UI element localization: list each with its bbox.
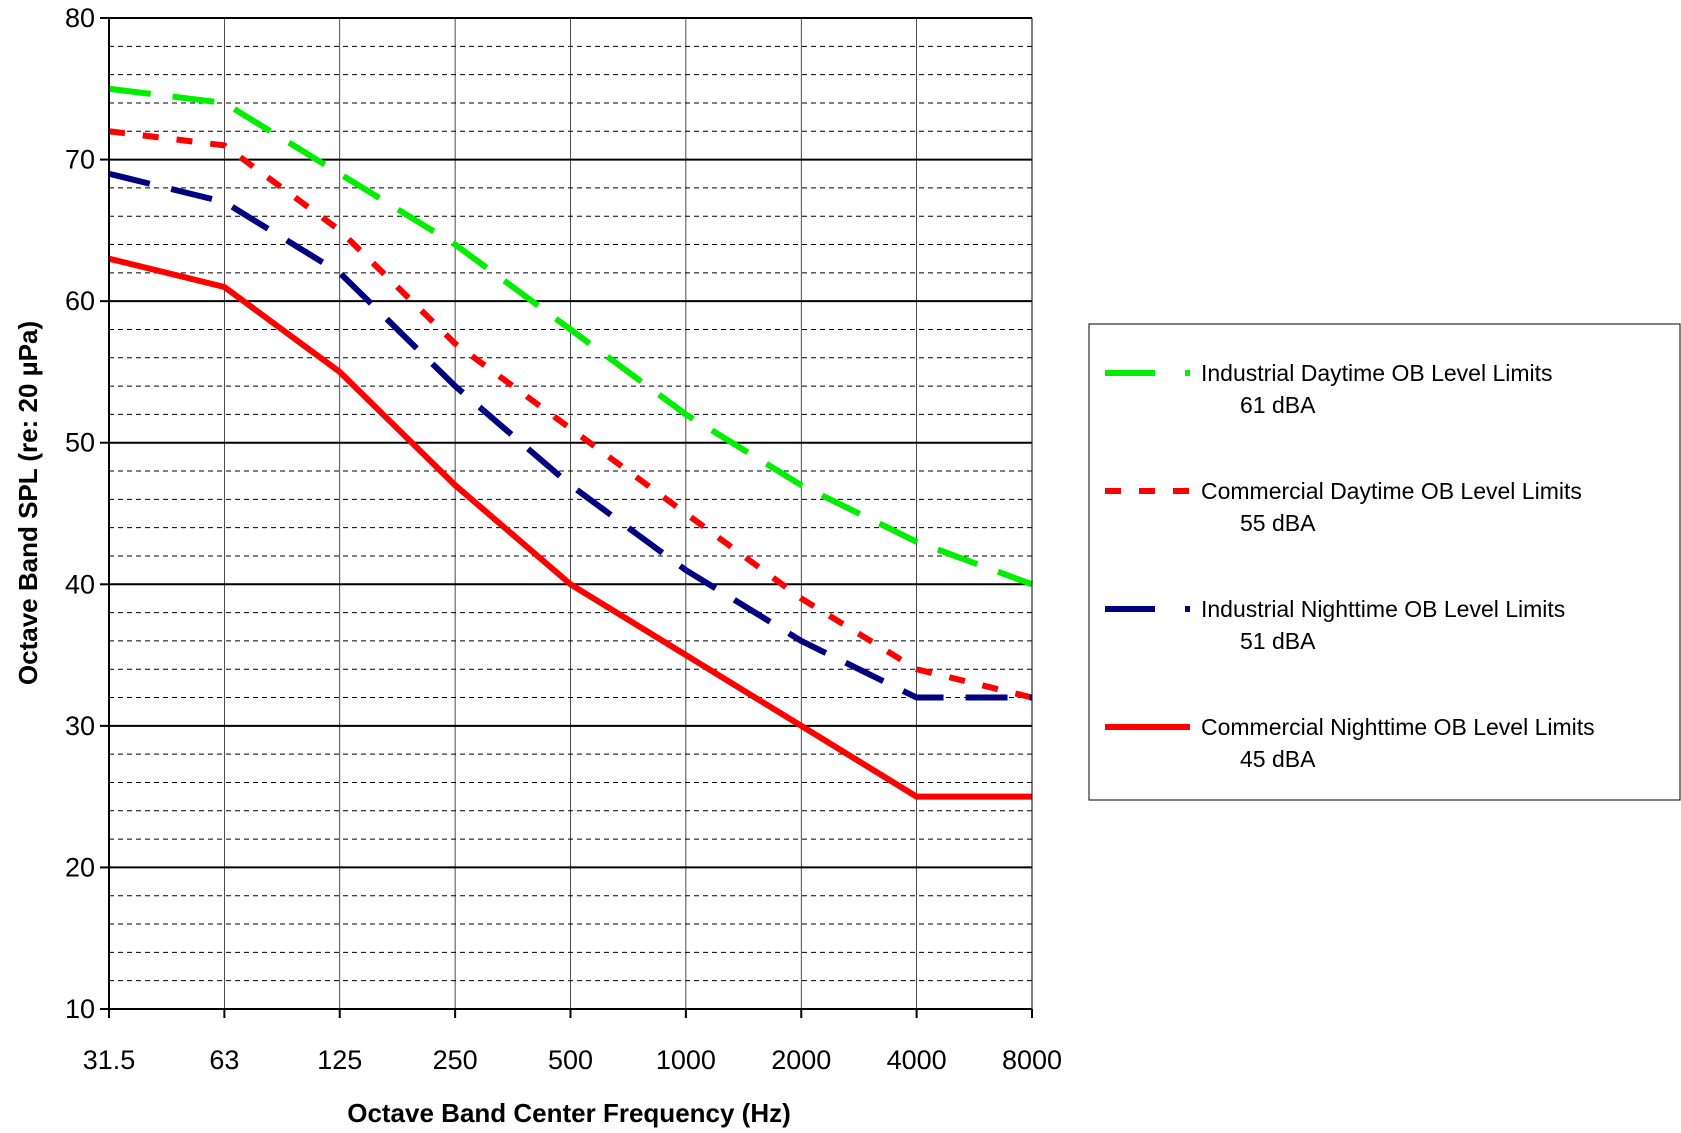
x-tick-label: 31.5 [83,1045,136,1075]
y-tick-label: 50 [65,428,95,458]
legend-label-4: Commercial Nighttime OB Level Limits [1201,714,1595,740]
series-line-1 [108,85,1034,588]
legend-box [1088,323,1681,801]
y-tick-labels: 10 20 30 40 50 60 70 80 [65,3,109,1024]
x-tick-label: 250 [433,1045,478,1075]
legend-label-1: Industrial Daytime OB Level Limits [1201,360,1553,386]
y-axis-title: Octave Band SPL (re: 20 µPa) [13,321,43,685]
legend-label-3: Industrial Nighttime OB Level Limits [1201,596,1565,622]
y-tick-label: 30 [65,711,95,741]
legend: Industrial Daytime OB Level Limits 61 dBA… [1088,323,1681,801]
x-tick-label: 8000 [1002,1045,1062,1075]
x-tick-label: 4000 [887,1045,947,1075]
grid [109,17,1033,1009]
series-lines [108,85,1034,800]
x-tick-labels: 31.5 63 125 250 500 1000 2000 4000 8000 [83,1009,1062,1075]
series-line-3 [108,170,1032,701]
x-tick-label: 63 [209,1045,239,1075]
y-tick-label: 20 [65,852,95,882]
legend-sublabel-1: 61 dBA [1240,392,1316,418]
series-line-4 [108,255,1032,800]
y-tick-label: 60 [65,286,95,316]
legend-label-2: Commercial Daytime OB Level Limits [1201,478,1582,504]
x-tick-label: 2000 [771,1045,831,1075]
y-tick-label: 10 [65,994,95,1024]
legend-sublabel-4: 45 dBA [1240,746,1316,772]
x-tick-label: 125 [317,1045,362,1075]
y-tick-label: 80 [65,3,95,33]
x-axis-title: Octave Band Center Frequency (Hz) [347,1098,791,1128]
legend-sublabel-2: 55 dBA [1240,510,1316,536]
x-tick-label: 1000 [656,1045,716,1075]
legend-sublabel-3: 51 dBA [1240,628,1316,654]
y-tick-label: 40 [65,569,95,599]
y-tick-label: 70 [65,145,95,175]
x-tick-label: 500 [548,1045,593,1075]
